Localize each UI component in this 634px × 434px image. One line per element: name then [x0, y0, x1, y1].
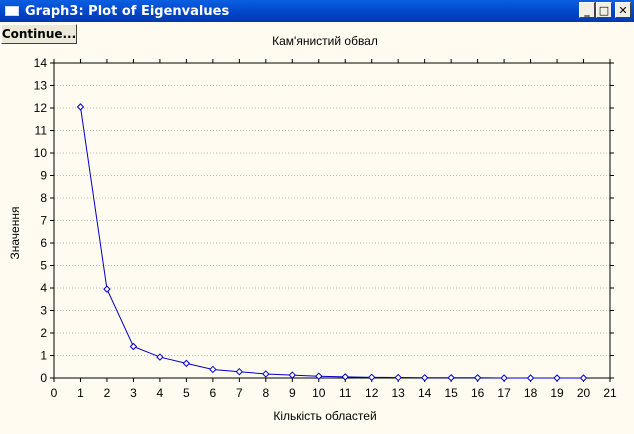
x-tick-label: 8 [262, 386, 269, 400]
x-tick-label: 21 [603, 386, 617, 400]
x-axis: 0 1 2 3 4 5 6 7 8 9 10 11 12 13 14 15 16 17 18 19 20 21 [51, 59, 617, 400]
data-point [420, 374, 429, 382]
y-axis-label: Значення [8, 207, 22, 260]
app-window-icon [5, 6, 19, 16]
data-point [182, 359, 191, 368]
data-point [341, 373, 349, 381]
y-tick-label: 1 [40, 349, 47, 363]
data-point [526, 374, 535, 382]
y-tick-label: 13 [34, 79, 48, 93]
x-tick-label: 12 [365, 386, 379, 400]
x-tick-label: 7 [236, 386, 243, 400]
x-axis-label: Кількість областей [273, 409, 376, 423]
x-tick-label: 1 [77, 386, 84, 400]
series-line [79, 106, 584, 379]
y-tick-label: 0 [40, 371, 47, 385]
x-tick-label: 5 [183, 386, 190, 400]
x-tick-label: 16 [471, 386, 485, 400]
data-point [103, 285, 111, 293]
window-controls: _ □ ✕ [579, 2, 631, 18]
y-tick-label: 3 [40, 304, 47, 318]
data-point [235, 367, 244, 376]
maximize-button[interactable]: □ [596, 2, 612, 18]
x-tick-label: 19 [550, 386, 564, 400]
y-tick-label: 9 [40, 169, 47, 183]
y-tick-label: 4 [40, 281, 47, 295]
window-title: Graph3: Plot of Eigenvalues [25, 3, 230, 19]
data-point [368, 373, 376, 382]
y-tick-label: 12 [34, 101, 48, 115]
y-tick-label: 2 [40, 326, 47, 340]
data-point [447, 374, 455, 382]
plot-frame [53, 62, 611, 379]
y-tick-label: 11 [35, 124, 48, 138]
data-point [129, 342, 138, 351]
x-tick-label: 6 [210, 386, 217, 400]
x-tick-label: 14 [418, 386, 432, 400]
y-tick-label: 7 [40, 214, 47, 228]
data-point [76, 103, 85, 111]
data-point [473, 374, 482, 382]
y-tick-label: 14 [34, 56, 48, 70]
x-tick-label: 2 [104, 386, 111, 400]
data-point [579, 374, 588, 382]
data-point [262, 370, 270, 378]
data-point [156, 353, 164, 361]
x-tick-label: 20 [577, 386, 591, 400]
x-tick-label: 11 [339, 386, 352, 400]
data-point [394, 373, 402, 382]
data-point [315, 372, 323, 380]
continue-button[interactable]: Continue... [1, 24, 77, 44]
close-button[interactable]: ✕ [615, 2, 631, 18]
x-tick-label: 4 [157, 386, 164, 400]
data-point [553, 374, 561, 382]
y-tick-label: 5 [40, 259, 47, 273]
x-tick-label: 3 [130, 386, 137, 400]
y-tick-label: 6 [40, 236, 47, 250]
x-tick-label: 0 [51, 386, 58, 400]
chart-title: Кам'янистий обвал [272, 34, 378, 48]
x-tick-label: 9 [289, 386, 296, 400]
chart-grid [54, 85, 610, 356]
x-tick-label: 15 [444, 386, 458, 400]
data-point [209, 365, 217, 374]
y-tick-label: 8 [40, 191, 47, 205]
x-tick-label: 13 [392, 386, 406, 400]
y-tick-label: 10 [34, 146, 48, 160]
x-tick-label: 17 [497, 386, 511, 400]
data-point [288, 371, 296, 379]
minimize-button[interactable]: _ [579, 2, 595, 18]
window-titlebar[interactable]: Graph3: Plot of Eigenvalues _ □ ✕ [0, 0, 634, 22]
data-point [500, 374, 508, 382]
data-series [76, 103, 588, 382]
x-tick-label: 10 [312, 386, 326, 400]
x-tick-label: 18 [524, 386, 538, 400]
